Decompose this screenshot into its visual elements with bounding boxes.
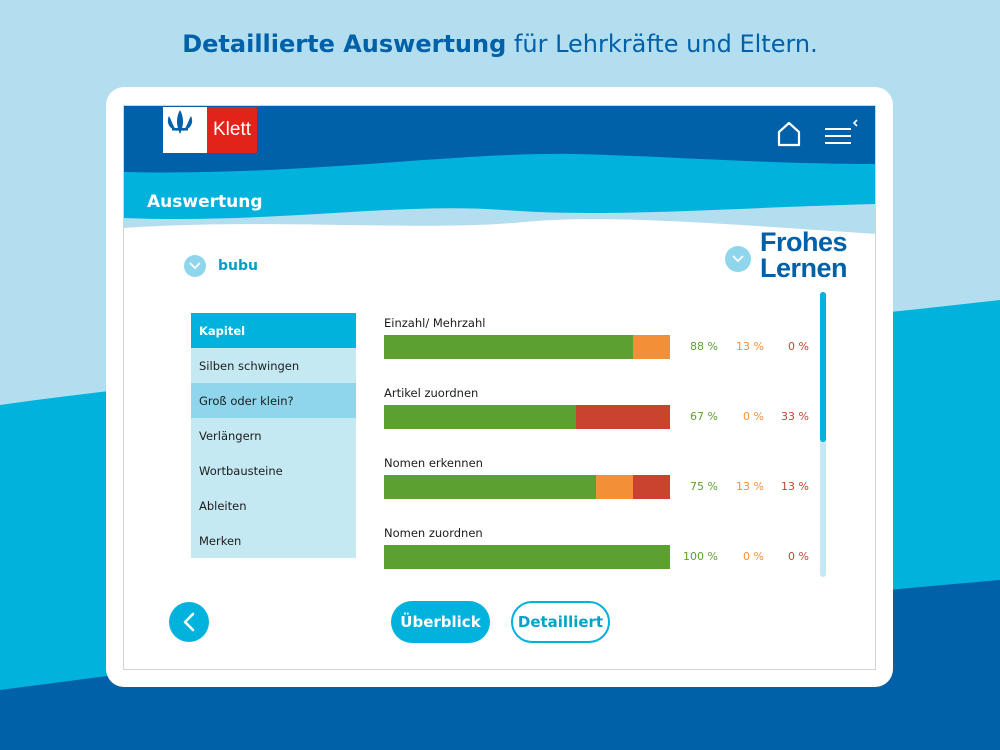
chapter-item[interactable]: Verlängern	[191, 418, 356, 453]
result-row: Einzahl/ Mehrzahl 88 % 13 % 0 %	[384, 316, 814, 386]
klett-logo: Klett	[163, 107, 257, 153]
wrong-segment	[633, 475, 670, 499]
result-label: Einzahl/ Mehrzahl	[384, 316, 486, 330]
wrong-percent: 33 %	[781, 410, 809, 423]
partial-percent: 13 %	[736, 340, 764, 353]
chapter-list-header: Kapitel	[191, 313, 356, 348]
wrong-percent: 13 %	[781, 480, 809, 493]
chapter-item[interactable]: Ableiten	[191, 488, 356, 523]
brand-line-1: Frohes	[760, 227, 848, 257]
brand-line-2: Lernen	[760, 253, 848, 283]
partial-segment	[633, 335, 670, 359]
user-selector[interactable]: bubu	[184, 255, 258, 277]
klett-logo-text: Klett	[207, 107, 257, 153]
result-bar	[384, 545, 670, 569]
partial-percent: 0 %	[743, 550, 764, 563]
correct-segment	[384, 545, 670, 569]
back-button[interactable]	[169, 602, 209, 642]
chapter-item[interactable]: Silben schwingen	[191, 348, 356, 383]
correct-segment	[384, 475, 597, 499]
correct-percent: 75 %	[690, 480, 718, 493]
partial-segment	[596, 475, 634, 499]
result-row: Nomen zuordnen 100 % 0 % 0 %	[384, 526, 814, 596]
promo-headline: Detaillierte Auswertung für Lehrkräfte u…	[0, 30, 1000, 58]
result-row: Nomen erkennen 75 % 13 % 13 %	[384, 456, 814, 526]
tablet-frame: Klett Auswertung bubu	[106, 87, 893, 687]
result-row: Artikel zuordnen 67 % 0 % 33 %	[384, 386, 814, 456]
app-screen: Klett Auswertung bubu	[123, 105, 876, 670]
wrong-segment	[575, 405, 670, 429]
result-bar	[384, 405, 670, 429]
chevron-down-icon	[184, 255, 206, 277]
menu-icon[interactable]	[824, 118, 860, 148]
partial-percent: 0 %	[743, 410, 764, 423]
correct-percent: 100 %	[683, 550, 718, 563]
partial-percent: 13 %	[736, 480, 764, 493]
result-label: Artikel zuordnen	[384, 386, 479, 400]
chapter-item[interactable]: Wortbausteine	[191, 453, 356, 488]
result-label: Nomen zuordnen	[384, 526, 483, 540]
scrollbar-thumb[interactable]	[820, 292, 826, 442]
correct-percent: 88 %	[690, 340, 718, 353]
detail-button[interactable]: Detailliert	[511, 601, 610, 643]
wrong-percent: 0 %	[788, 550, 809, 563]
user-name: bubu	[218, 258, 258, 274]
overview-button[interactable]: Überblick	[391, 601, 490, 643]
chevron-left-icon	[183, 612, 195, 632]
correct-segment	[384, 405, 576, 429]
home-icon[interactable]	[776, 120, 802, 148]
chevron-down-icon[interactable]	[725, 246, 751, 272]
result-label: Nomen erkennen	[384, 456, 483, 470]
page-title: Auswertung	[147, 192, 263, 212]
chapter-item[interactable]: Merken	[191, 523, 356, 558]
headline-rest: für Lehrkräfte und Eltern.	[506, 30, 818, 58]
result-bar	[384, 475, 670, 499]
correct-percent: 67 %	[690, 410, 718, 423]
app-header: Klett Auswertung	[124, 106, 875, 241]
result-bar	[384, 335, 670, 359]
frohes-lernen-logo: Frohes Lernen	[760, 227, 848, 283]
scrollbar[interactable]	[820, 292, 826, 577]
lily-icon	[167, 110, 193, 134]
correct-segment	[384, 335, 634, 359]
chapter-list: Kapitel Silben schwingen Groß oder klein? V…	[191, 313, 356, 558]
headline-bold: Detaillierte Auswertung	[182, 30, 507, 58]
wrong-percent: 0 %	[788, 340, 809, 353]
klett-logo-mark	[163, 107, 207, 153]
chapter-item[interactable]: Groß oder klein?	[191, 383, 356, 418]
